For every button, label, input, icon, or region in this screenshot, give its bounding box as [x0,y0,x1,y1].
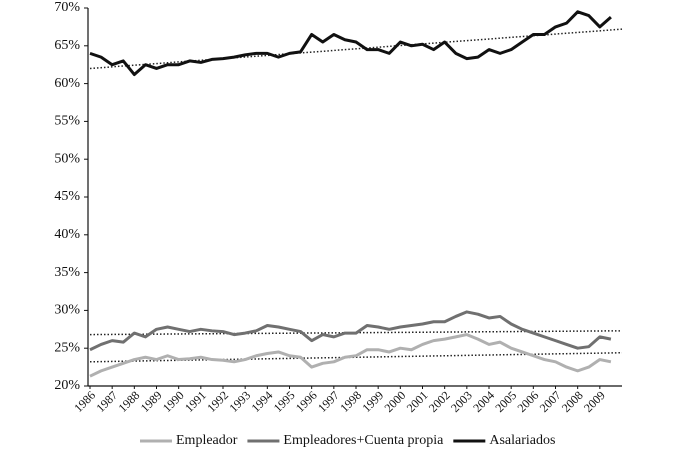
x-tick-label: 1999 [359,388,386,415]
x-tick-label: 1991 [182,388,209,415]
x-tick-label: 1992 [204,388,231,415]
y-tick-label: 20% [54,378,80,393]
y-tick-label: 45% [54,189,80,204]
x-tick-label: 2003 [448,388,475,415]
y-tick-label: 65% [54,38,80,53]
y-tick-label: 70% [54,0,80,15]
y-tick-label: 25% [54,340,80,355]
x-tick-label: 1993 [226,388,253,415]
x-tick-label: 1994 [249,388,276,415]
series-line [89,310,612,352]
legend-label: Empleador [176,433,238,448]
y-tick-label: 35% [54,265,80,280]
y-tick-label: 60% [54,76,80,91]
x-tick-label: 1989 [138,388,165,415]
x-tick-label: 2004 [470,388,497,415]
x-tick-label: 1998 [337,388,364,415]
x-tick-label: 2006 [515,388,542,415]
x-tick-label: 2007 [537,388,564,415]
x-tick-label: 1997 [315,388,342,415]
x-tick-label: 2000 [382,388,409,415]
legend-label: Asalariados [489,433,555,448]
series-line [89,333,612,378]
x-tick-label: 2001 [404,388,431,415]
y-tick-label: 40% [54,227,80,242]
x-tick-label: 2005 [492,388,519,415]
x-tick-label: 1995 [271,388,298,415]
x-tick-label: 1990 [160,388,187,415]
y-tick-label: 50% [54,151,80,166]
x-tick-label: 1996 [293,388,320,415]
x-tick-label: 2008 [559,388,586,415]
y-tick-label: 55% [54,114,80,129]
x-tick-label: 1987 [93,388,120,415]
x-tick-label: 2009 [581,388,608,415]
legend-label: Empleadores+Cuenta propia [283,433,444,448]
series-line [89,10,612,77]
x-tick-label: 1988 [116,388,143,415]
x-tick-label: 2002 [426,388,453,415]
y-tick-label: 30% [54,303,80,318]
